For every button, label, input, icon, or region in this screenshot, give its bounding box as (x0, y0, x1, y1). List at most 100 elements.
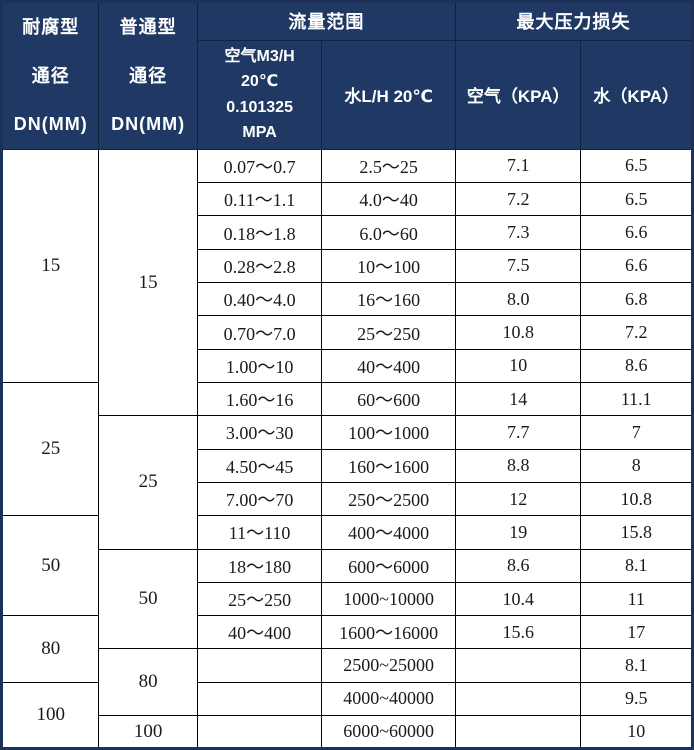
water-flow-cell: 160～1600 (321, 448, 456, 483)
air-flow-cell: 3.00～30 (196, 415, 323, 450)
water-kpa-cell: 6.6 (580, 215, 693, 250)
air-kpa-cell: 10.8 (454, 315, 582, 350)
table-header: 耐腐型 通径 DN(MM) 普通型 通径 DN(MM) 流量范围 最大压力损失 … (0, 1, 694, 150)
water-kpa-cell: 9.5 (580, 681, 693, 717)
air-kpa-cell: 8.6 (454, 548, 582, 583)
normal-dn-cell: 50 (98, 548, 198, 650)
header-line: 通径 (129, 65, 168, 86)
table-row: 7.00～70 250～2500 12 10.8 (2, 481, 693, 517)
air-flow-cell (196, 648, 323, 683)
normal-dn-cell: 100 (98, 715, 198, 750)
air-flow-cell: 18～180 (196, 548, 323, 583)
table-row: 0.40～4.0 16～160 8.0 6.8 (2, 282, 693, 317)
header-line: MPA (242, 124, 277, 142)
water-kpa-cell: 6.8 (580, 282, 693, 317)
water-flow-cell: 1000~10000 (321, 581, 456, 617)
water-kpa-cell: 8.1 (580, 648, 693, 683)
air-kpa-cell: 15.6 (454, 615, 582, 650)
air-flow-cell: 0.11～1.1 (196, 182, 323, 217)
table-row: 0.11～1.1 4.0～40 7.2 6.5 (2, 182, 693, 217)
table-row: 80 40～400 1600～16000 15.6 17 (0, 615, 693, 683)
table-row: 0.28～2.8 10～100 7.5 6.6 (2, 248, 693, 284)
header-line: 20℃ (241, 73, 279, 91)
water-flow-cell: 2.5～25 (321, 148, 456, 184)
air-flow-header: 空气M3/H 20℃ 0.101325 MPA (196, 39, 323, 150)
header-line: 空气M3/H (224, 47, 295, 65)
water-flow-header: 水L/H 20℃ (321, 39, 456, 150)
header-sub-row: 空气M3/H 20℃ 0.101325 MPA 水L/H 20℃ 空气（KPA）… (2, 39, 693, 150)
table-row: 4.50～45 160～1600 8.8 8 (2, 448, 693, 483)
normal-dn-cell: 15 (98, 148, 198, 417)
water-flow-cell: 60～600 (321, 381, 456, 417)
air-kpa-cell (454, 648, 582, 683)
corrosion-dn-cell: 100 (0, 681, 100, 750)
water-kpa-cell: 6.6 (580, 248, 693, 284)
corrosion-dn-header: 耐腐型 通径 DN(MM) (0, 1, 100, 150)
water-kpa-cell: 10 (580, 715, 693, 750)
header-line: 耐腐型 (22, 17, 80, 37)
water-kpa-cell: 6.5 (580, 182, 693, 217)
water-flow-cell: 4.0～40 (321, 182, 456, 217)
air-kpa-cell (454, 715, 582, 750)
water-kpa-cell: 10.8 (580, 481, 693, 517)
air-kpa-cell: 12 (454, 481, 582, 517)
corrosion-dn-cell: 50 (0, 515, 100, 617)
water-flow-cell: 250～2500 (321, 481, 456, 517)
water-kpa-cell: 17 (580, 615, 693, 650)
table-body: 15 15 0.07～0.7 2.5～25 7.1 6.5 0.11～1.1 4.0～40 7.… (0, 148, 693, 750)
air-flow-cell: 1.00～10 (196, 348, 323, 383)
corrosion-dn-cell: 80 (0, 615, 100, 683)
air-flow-cell (196, 681, 323, 717)
air-flow-cell: 4.50～45 (196, 448, 323, 483)
air-kpa-cell: 7.7 (454, 415, 582, 450)
water-flow-cell: 1600～16000 (321, 615, 456, 650)
air-kpa-cell: 7.2 (454, 182, 582, 217)
water-kpa-header: 水（KPA） (580, 39, 693, 150)
air-flow-cell: 40～400 (196, 615, 323, 650)
header-line: DN(MM) (13, 114, 88, 135)
air-kpa-cell: 19 (454, 515, 582, 550)
normal-dn-header: 普通型 通径 DN(MM) (98, 1, 198, 150)
water-kpa-cell: 8.6 (580, 348, 693, 383)
air-kpa-header: 空气（KPA） (454, 39, 582, 150)
table-row: 50 11～110 400～4000 19 15.8 (0, 515, 693, 617)
water-kpa-cell: 15.8 (580, 515, 693, 550)
header-group-row: 耐腐型 通径 DN(MM) 普通型 通径 DN(MM) 流量范围 最大压力损失 (0, 1, 694, 150)
water-flow-cell: 10～100 (321, 248, 456, 284)
water-kpa-cell: 6.5 (580, 148, 693, 184)
air-kpa-cell: 7.1 (454, 148, 582, 184)
air-kpa-cell: 10 (454, 348, 582, 383)
air-kpa-cell: 8.8 (454, 448, 582, 483)
header-line: DN(MM) (111, 114, 186, 135)
table-row: 15 15 0.07～0.7 2.5～25 7.1 6.5 (0, 148, 693, 417)
table-row: 1.00～10 40～400 10 8.6 (2, 348, 693, 383)
air-flow-cell: 0.70～7.0 (196, 315, 323, 350)
water-kpa-cell: 11.1 (580, 381, 693, 417)
air-kpa-cell: 8.0 (454, 282, 582, 317)
corrosion-dn-cell: 15 (0, 148, 100, 383)
flow-range-header: 流量范围 (196, 1, 456, 41)
water-kpa-cell: 8.1 (580, 548, 693, 583)
water-flow-cell: 6000~60000 (321, 715, 456, 750)
air-flow-cell: 0.28～2.8 (196, 248, 323, 284)
water-kpa-cell: 8 (580, 448, 693, 483)
air-kpa-cell: 7.5 (454, 248, 582, 284)
air-kpa-cell (454, 681, 582, 717)
air-flow-cell: 25～250 (196, 581, 323, 617)
water-kpa-cell: 11 (580, 581, 693, 617)
table-row: 50 18～180 600～6000 8.6 8.1 (2, 548, 693, 650)
water-flow-cell: 16～160 (321, 282, 456, 317)
water-flow-cell: 6.0～60 (321, 215, 456, 250)
normal-dn-cell: 80 (98, 648, 198, 717)
table-row: 25 3.00～30 100～1000 7.7 7 (2, 415, 693, 550)
air-kpa-cell: 7.3 (454, 215, 582, 250)
max-pressure-loss-header: 最大压力损失 (454, 1, 694, 41)
water-flow-cell: 25～250 (321, 315, 456, 350)
air-kpa-cell: 14 (454, 381, 582, 417)
table-row: 0.18～1.8 6.0～60 7.3 6.6 (2, 215, 693, 250)
header-line: 通径 (31, 65, 70, 86)
water-flow-cell: 400～4000 (321, 515, 456, 550)
air-flow-cell (196, 715, 323, 750)
